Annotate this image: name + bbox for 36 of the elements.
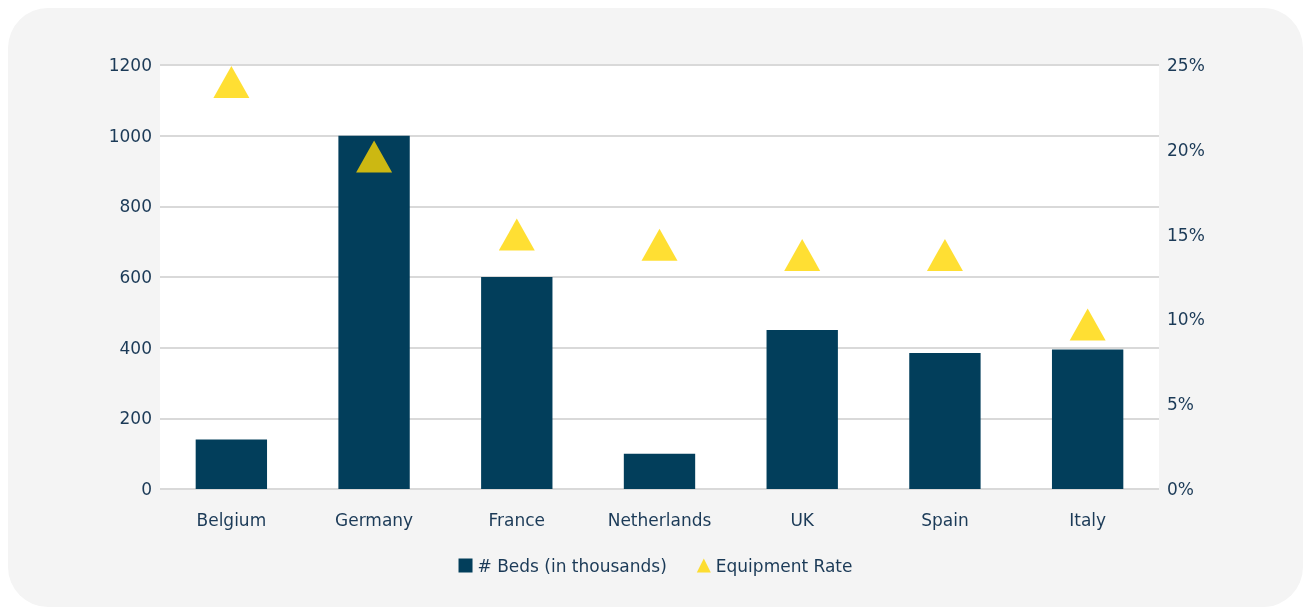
bar [481,277,553,489]
y-tick-label: 1000 [108,125,152,146]
bar [195,439,268,489]
y2-tick-label: 5% [1167,394,1194,415]
x-tick-label: France [488,509,546,530]
y-tick-label: 400 [119,337,152,358]
legend-label: # Beds (in thousands) [477,555,667,576]
y-tick-label: 600 [119,267,152,287]
bar [623,453,696,489]
x-tick-label: Spain [921,509,969,530]
y2-tick-label: 15% [1167,224,1205,245]
point [1069,308,1106,341]
point [926,238,963,271]
y-tick-label: 800 [119,196,152,217]
bar [909,352,981,489]
point [356,140,393,173]
x-tick-label: Germany [335,509,414,530]
x-tick-label: Belgium [196,509,267,530]
y2-tick-label: 25% [1167,55,1205,75]
x-tick-label: Italy [1069,509,1107,530]
y-tick-label: 0 [141,479,152,499]
y2-tick-label: 20% [1167,139,1205,160]
point [641,228,678,261]
point [784,238,821,271]
x-tick-label: Netherlands [607,509,712,530]
x-tick-label: UK [790,509,815,530]
bar [1051,349,1124,489]
y2-tick-label: 10% [1167,309,1205,330]
bar [766,330,838,489]
point [213,65,250,98]
legend-label: Equipment Rate [715,555,853,576]
bar [338,135,410,489]
y2-tick-label: 0% [1167,479,1194,499]
y-tick-label: 1200 [108,55,152,75]
y-tick-label: 200 [119,408,152,429]
point [498,218,535,251]
